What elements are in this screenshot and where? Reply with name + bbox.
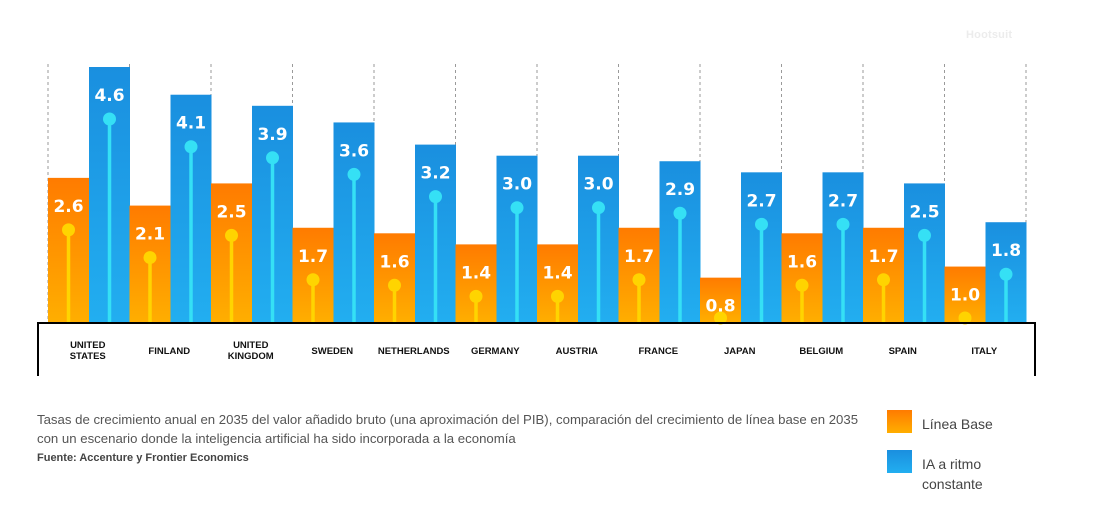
data-label-ai: 4.1 (176, 114, 206, 134)
lollipop-dot-baseline (714, 311, 727, 325)
legend-label-baseline: Línea Base (922, 416, 993, 432)
bar-chart: 2.6 4.6 2.1 4.1 2.5 3.9 1.7 3.6 1.6 3.2 1.4 3.0 1.4 3… (37, 64, 1036, 376)
lollipop-dot-ai (918, 228, 931, 242)
data-label-baseline: 1.7 (624, 247, 654, 267)
data-label-ai: 2.7 (828, 191, 858, 211)
lollipop-dot-baseline (225, 228, 238, 242)
watermark: Hootsuit (966, 29, 1013, 41)
data-label-ai: 2.9 (665, 180, 695, 200)
data-label-baseline: 1.7 (868, 247, 898, 267)
lollipop-dot-baseline (958, 311, 972, 325)
lollipop-dot-baseline (632, 273, 646, 287)
lollipop-dot-ai (673, 206, 687, 220)
lollipop-dot-ai (103, 112, 116, 126)
legend-swatch-ai (887, 450, 912, 473)
chart-source: Fuente: Accenture y Frontier Economics (37, 452, 249, 464)
lollipop-dot-baseline (62, 223, 75, 237)
category-label: SPAIN (889, 346, 917, 357)
lollipop-dot-baseline (388, 278, 401, 292)
lollipop-dot-ai (836, 217, 850, 231)
data-label-ai: 1.8 (991, 241, 1021, 261)
lollipop-dot-baseline (795, 278, 809, 292)
data-label-baseline: 1.6 (379, 252, 409, 272)
lollipop-dot-ai (999, 267, 1013, 281)
data-label-ai: 3.0 (583, 175, 613, 195)
data-label-baseline: 1.6 (787, 252, 817, 272)
category-label: FRANCE (638, 346, 678, 357)
data-label-ai: 3.6 (339, 141, 369, 161)
data-label-baseline: 0.8 (705, 297, 735, 317)
chart-caption: Tasas de crecimiento anual en 2035 del v… (37, 412, 859, 446)
category-label: GERMANY (471, 346, 520, 357)
category-label: STATES (70, 351, 106, 362)
data-label-baseline: 2.6 (53, 197, 83, 217)
data-label-baseline: 1.4 (542, 263, 572, 283)
lollipop-dot-ai (184, 140, 198, 154)
category-label: SWEDEN (311, 346, 353, 357)
data-label-baseline: 1.7 (298, 247, 328, 267)
legend-swatch-baseline (887, 410, 912, 433)
data-label-ai: 2.7 (746, 191, 776, 211)
lollipop-dot-ai (429, 190, 442, 204)
data-label-baseline: 2.1 (135, 225, 165, 245)
lollipop-dot-ai (592, 201, 605, 215)
category-label: KINGDOM (228, 351, 274, 362)
category-label: FINLAND (148, 346, 190, 357)
lollipop-dot-baseline (306, 273, 320, 287)
data-label-ai: 3.2 (420, 164, 450, 184)
lollipop-dot-ai (510, 201, 524, 215)
data-label-ai: 4.6 (94, 86, 124, 106)
data-label-ai: 3.9 (257, 125, 287, 145)
legend-item-baseline: Línea Base (887, 410, 1087, 450)
bars-layer: 2.6 4.6 2.1 4.1 2.5 3.9 1.7 3.6 1.6 3.2 1.4 3.0 1.4 3… (48, 67, 1027, 325)
lollipop-dot-ai (347, 167, 361, 181)
category-label: BELGIUM (799, 346, 843, 357)
data-label-baseline: 1.0 (950, 286, 980, 306)
data-label-baseline: 1.4 (461, 263, 491, 283)
legend-item-ai: IA a ritmo constante (887, 450, 1087, 492)
category-label: JAPAN (724, 346, 756, 357)
lollipop-dot-baseline (551, 289, 564, 303)
data-label-ai: 3.0 (502, 175, 532, 195)
category-label: NETHERLANDS (378, 346, 450, 357)
lollipop-dot-ai (755, 217, 768, 231)
category-label: UNITED (233, 340, 269, 351)
legend-label-ai: IA a ritmo constante (922, 456, 983, 492)
category-label: ITALY (971, 346, 998, 357)
lollipop-dot-baseline (143, 251, 157, 265)
category-label: UNITED (70, 340, 106, 351)
data-label-ai: 2.5 (909, 202, 939, 222)
lollipop-dot-ai (266, 151, 279, 165)
lollipop-dot-baseline (469, 289, 483, 303)
lollipop-dot-baseline (877, 273, 890, 287)
category-label: AUSTRIA (556, 346, 598, 357)
legend: Línea Base IA a ritmo constante (887, 410, 1087, 492)
data-label-baseline: 2.5 (216, 202, 246, 222)
